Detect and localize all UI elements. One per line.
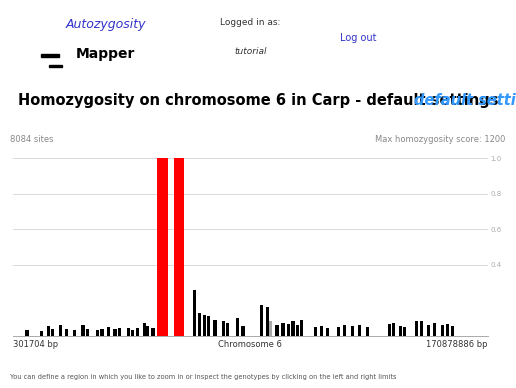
Bar bbox=[388, 324, 391, 336]
Bar bbox=[427, 325, 430, 336]
Bar bbox=[351, 326, 354, 336]
Bar bbox=[51, 329, 54, 336]
Bar bbox=[40, 331, 43, 336]
Bar bbox=[451, 326, 454, 336]
Bar bbox=[221, 321, 225, 336]
Bar bbox=[107, 327, 110, 336]
Bar bbox=[49, 65, 62, 67]
Text: Homozygosity on chromosome 6 in Carp - default settings: Homozygosity on chromosome 6 in Carp - d… bbox=[18, 93, 498, 108]
Bar bbox=[236, 318, 239, 336]
Bar bbox=[320, 326, 323, 336]
Bar bbox=[358, 325, 361, 336]
Bar bbox=[41, 54, 59, 57]
Text: You can define a region in which you like to zoom in or inspect the genotypes by: You can define a region in which you lik… bbox=[10, 374, 397, 380]
Bar bbox=[403, 327, 406, 336]
Bar bbox=[118, 328, 121, 336]
Text: 301704 bp: 301704 bp bbox=[13, 340, 58, 349]
Bar bbox=[174, 158, 176, 336]
Bar bbox=[82, 325, 85, 336]
Bar bbox=[433, 323, 436, 336]
Text: 170878886 bp: 170878886 bp bbox=[426, 340, 488, 349]
Bar bbox=[326, 328, 329, 336]
Bar bbox=[86, 329, 89, 336]
Bar bbox=[101, 329, 104, 336]
Bar bbox=[114, 329, 117, 336]
Bar bbox=[420, 321, 423, 336]
Bar bbox=[177, 158, 184, 336]
Text: tutorial: tutorial bbox=[234, 47, 266, 56]
Text: 8084 sites: 8084 sites bbox=[10, 135, 54, 144]
Bar bbox=[207, 317, 210, 336]
Bar bbox=[73, 330, 76, 336]
Bar bbox=[65, 329, 68, 336]
Bar bbox=[226, 323, 229, 336]
Bar bbox=[415, 321, 418, 336]
Bar bbox=[47, 326, 50, 336]
Bar bbox=[96, 330, 99, 336]
Bar bbox=[446, 324, 449, 336]
Bar bbox=[25, 330, 29, 336]
Bar bbox=[343, 325, 346, 336]
Bar bbox=[269, 321, 272, 336]
Text: Chromosome 6: Chromosome 6 bbox=[218, 340, 282, 349]
Bar bbox=[281, 323, 285, 336]
Bar bbox=[260, 305, 263, 336]
Bar bbox=[441, 325, 444, 336]
Bar bbox=[214, 320, 217, 336]
Bar bbox=[203, 315, 206, 336]
Text: Mapper: Mapper bbox=[76, 47, 136, 61]
Bar bbox=[366, 327, 369, 336]
Text: Log out: Log out bbox=[341, 33, 377, 43]
Bar bbox=[146, 326, 149, 336]
Bar bbox=[296, 325, 299, 336]
Bar bbox=[287, 324, 291, 336]
Text: default settings: default settings bbox=[414, 93, 516, 108]
Bar bbox=[337, 327, 340, 336]
Bar bbox=[275, 325, 279, 336]
Text: Max homozygosity score: 1200: Max homozygosity score: 1200 bbox=[375, 135, 506, 144]
Bar bbox=[126, 327, 130, 336]
Text: Autozygosity: Autozygosity bbox=[66, 18, 146, 31]
Bar bbox=[392, 323, 395, 336]
Bar bbox=[151, 327, 155, 336]
Bar bbox=[157, 158, 168, 336]
Bar bbox=[136, 327, 139, 336]
Bar bbox=[292, 321, 295, 336]
Bar bbox=[59, 325, 62, 336]
Bar bbox=[143, 323, 146, 336]
Bar bbox=[241, 326, 245, 336]
Bar bbox=[398, 326, 402, 336]
Bar bbox=[131, 330, 134, 336]
Bar bbox=[266, 307, 269, 336]
Bar bbox=[314, 327, 317, 336]
Bar bbox=[300, 320, 303, 336]
Bar bbox=[192, 289, 196, 336]
Bar bbox=[198, 313, 201, 336]
Text: Logged in as:: Logged in as: bbox=[220, 18, 281, 27]
